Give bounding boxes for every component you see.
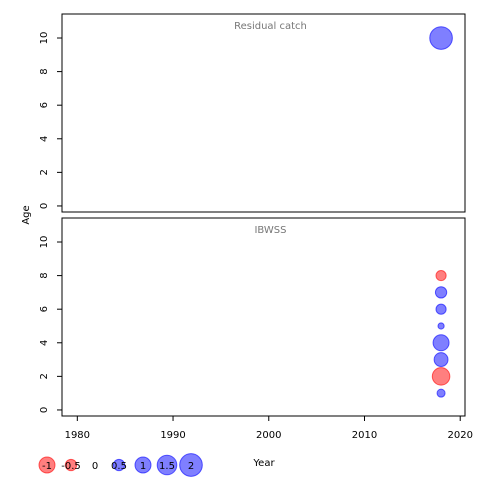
legend-label: -0.5 bbox=[61, 461, 81, 472]
bubble bbox=[437, 322, 445, 330]
x-tick-label: 2020 bbox=[447, 430, 472, 441]
bubble bbox=[435, 303, 447, 315]
x-tick-label: 2010 bbox=[352, 430, 377, 441]
y-tick-label: 0 bbox=[39, 203, 50, 209]
y-tick-label: 4 bbox=[39, 340, 50, 346]
legend-label: 1 bbox=[140, 461, 146, 472]
y-tick-label: 4 bbox=[39, 136, 50, 142]
bubble bbox=[435, 270, 447, 282]
legend-bubble bbox=[112, 458, 126, 472]
panel-title: Residual catch bbox=[234, 21, 307, 32]
legend-label: 2 bbox=[188, 461, 194, 472]
x-tick-label: 1980 bbox=[65, 430, 90, 441]
bubble bbox=[432, 334, 450, 352]
bubble bbox=[434, 286, 448, 299]
plot-frame bbox=[61, 217, 466, 417]
bubble bbox=[431, 367, 451, 386]
plot-frame bbox=[61, 13, 466, 213]
legend-label: 0.5 bbox=[111, 461, 127, 472]
bubble bbox=[433, 352, 449, 368]
legend-label: -1 bbox=[42, 461, 52, 472]
legend-bubble bbox=[179, 453, 203, 477]
y-tick-label: 0 bbox=[39, 407, 50, 413]
legend-label: 1.5 bbox=[159, 461, 175, 472]
y-tick-label: 8 bbox=[39, 272, 50, 278]
legend-bubble bbox=[134, 456, 152, 474]
x-tick-label: 1990 bbox=[160, 430, 185, 441]
legend-label: 0 bbox=[92, 461, 98, 472]
bubble bbox=[436, 388, 446, 398]
y-tick-label: 10 bbox=[39, 236, 50, 249]
legend-bubble bbox=[156, 454, 178, 476]
y-tick-label: 6 bbox=[39, 306, 50, 312]
x-axis-label: Year bbox=[252, 458, 275, 469]
y-tick-label: 2 bbox=[39, 169, 50, 175]
y-tick-label: 8 bbox=[39, 68, 50, 74]
legend-bubble bbox=[64, 458, 78, 472]
y-tick-label: 6 bbox=[39, 102, 50, 108]
legend-bubble bbox=[38, 456, 56, 474]
y-tick-label: 2 bbox=[39, 373, 50, 379]
panel-title: IBWSS bbox=[254, 225, 286, 236]
y-axis-label: Age bbox=[21, 205, 32, 224]
x-tick-label: 2000 bbox=[256, 430, 281, 441]
bubble bbox=[429, 26, 453, 50]
y-tick-label: 10 bbox=[39, 32, 50, 45]
